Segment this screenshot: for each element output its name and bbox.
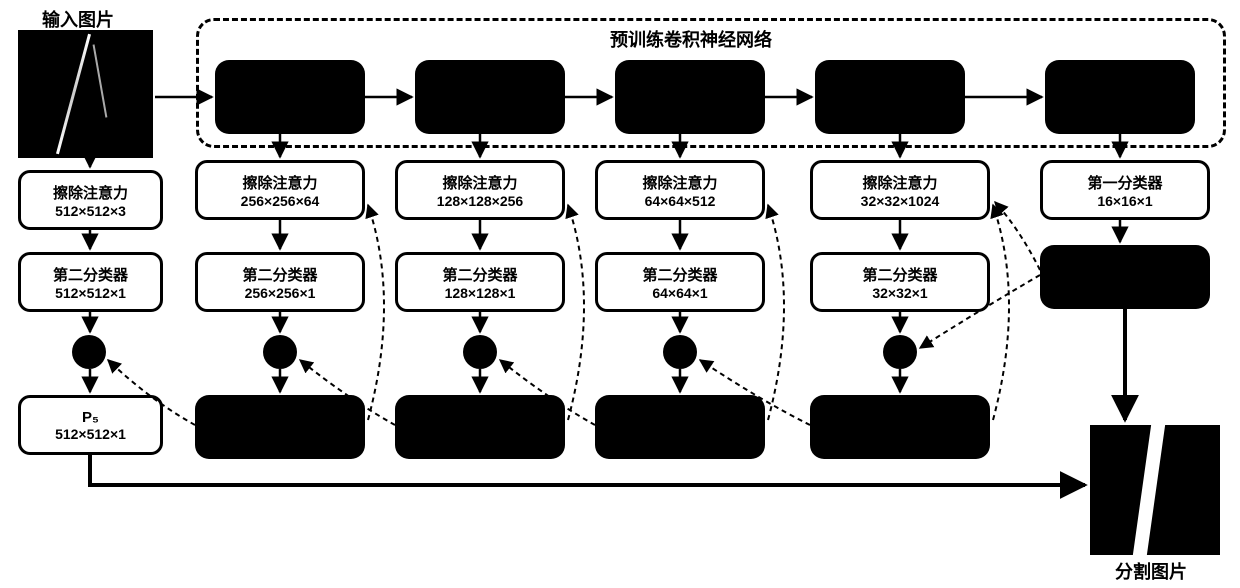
right-block [1040, 245, 1210, 309]
attn-1: 擦除注意力256×256×64 [195, 160, 365, 220]
merge-2 [463, 335, 497, 369]
merge-0 [72, 335, 106, 369]
cls-0: 第二分类器512×512×1 [18, 252, 163, 312]
conv-block-4 [815, 60, 965, 134]
conv-block-2 [415, 60, 565, 134]
cls-3: 第二分类器64×64×1 [595, 252, 765, 312]
conv-block-3 [615, 60, 765, 134]
bottom-4 [810, 395, 990, 459]
seg-title: 分割图片 [1115, 558, 1187, 584]
attn-2: 擦除注意力128×128×256 [395, 160, 565, 220]
bottom-1 [195, 395, 365, 459]
bottom-3 [595, 395, 765, 459]
classifier1-box: 第一分类器16×16×1 [1040, 160, 1210, 220]
conv-block-5 [1045, 60, 1195, 134]
attn-4: 擦除注意力32×32×1024 [810, 160, 990, 220]
attn-0: 擦除注意力512×512×3 [18, 170, 163, 230]
seg-image [1090, 425, 1220, 555]
p5-box: P₅512×512×1 [18, 395, 163, 455]
cls-2: 第二分类器128×128×1 [395, 252, 565, 312]
diagram-root: { "labels": { "input_title": "输入图片", "cn… [0, 0, 1240, 588]
merge-1 [263, 335, 297, 369]
merge-3 [663, 335, 697, 369]
input-image [18, 30, 153, 158]
merge-4 [883, 335, 917, 369]
input-title: 输入图片 [42, 6, 114, 32]
cls-4: 第二分类器32×32×1 [810, 252, 990, 312]
cls-1: 第二分类器256×256×1 [195, 252, 365, 312]
conv-block-1 [215, 60, 365, 134]
attn-3: 擦除注意力64×64×512 [595, 160, 765, 220]
bottom-2 [395, 395, 565, 459]
